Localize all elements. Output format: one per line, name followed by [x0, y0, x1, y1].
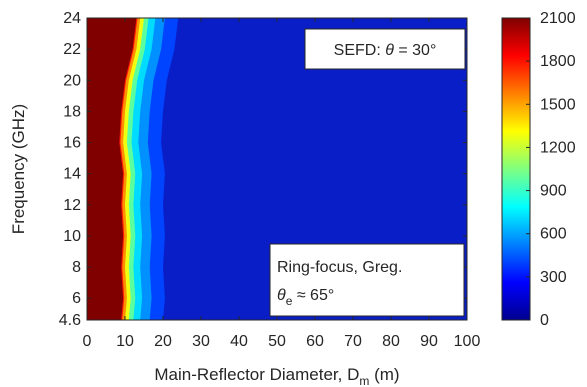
- heatmap-bands: [87, 18, 198, 320]
- colorbar-tick-label: 0: [540, 312, 549, 329]
- y-tick-label: 10: [63, 228, 81, 245]
- annotation-config-line2: θe ≈ 65°: [277, 287, 334, 308]
- y-tick-label: 18: [63, 103, 81, 120]
- colorbar: 0 300 600 900 1200 1500 1800 2100: [501, 10, 576, 329]
- y-tick-label: 6: [72, 290, 81, 307]
- y-tick-label: 24: [63, 10, 81, 27]
- heatmap-band-8: [87, 18, 137, 320]
- annotation-sefd-box: [304, 28, 466, 70]
- colorbar-tick-label: 300: [540, 269, 567, 286]
- x-tick-label: 80: [382, 333, 400, 350]
- x-tick-label: 90: [420, 333, 438, 350]
- annotation-sefd-text: SEFD: θ = 30°: [334, 42, 437, 59]
- x-tick-label: 10: [116, 333, 134, 350]
- annotation-config-box: [269, 243, 465, 317]
- colorbar-tick-label: 1800: [540, 53, 576, 70]
- y-tick-label: 22: [63, 41, 81, 58]
- y-axis: 4.6 6 8 10 12 14 16 18 20 22 24: [59, 10, 467, 329]
- x-tick-label: 30: [192, 333, 210, 350]
- x-axis: 0 10 20 30 40 50 60 70 80 90 100: [83, 18, 481, 350]
- colorbar-tick-label: 2100: [540, 10, 576, 27]
- x-tick-label: 100: [454, 333, 481, 350]
- x-axis-label-subscript: m: [359, 374, 369, 387]
- y-tick-label: 12: [63, 197, 81, 214]
- x-tick-label: 60: [306, 333, 324, 350]
- x-tick-label: 0: [83, 333, 92, 350]
- y-tick-label: 4.6: [59, 312, 81, 329]
- y-tick-label: 8: [72, 259, 81, 276]
- x-axis-label-tail: (m): [369, 365, 399, 384]
- annotation-config-line1: Ring-focus, Greg.: [277, 259, 402, 276]
- x-tick-label: 50: [268, 333, 286, 350]
- annotation-sefd: SEFD: θ = 30°: [304, 28, 466, 70]
- colorbar-tick-label: 1200: [540, 139, 576, 156]
- x-axis-label: Main-Reflector Diameter, Dm (m): [154, 365, 399, 387]
- colorbar-tick-label: 1500: [540, 96, 576, 113]
- y-tick-label: 14: [63, 166, 81, 183]
- x-tick-label: 70: [344, 333, 362, 350]
- colorbar-ticks: 0 300 600 900 1200 1500 1800 2100: [526, 10, 576, 329]
- colorbar-tick-label: 900: [540, 183, 567, 200]
- y-tick-label: 20: [63, 72, 81, 89]
- colorbar-gradient: [501, 17, 531, 321]
- x-tick-label: 20: [154, 333, 172, 350]
- annotation-config: Ring-focus, Greg. θe ≈ 65°: [269, 243, 465, 317]
- x-tick-label: 40: [230, 333, 248, 350]
- colorbar-tick-label: 600: [540, 226, 567, 243]
- y-tick-label: 16: [63, 135, 81, 152]
- y-axis-label: Frequency (GHz): [9, 104, 28, 234]
